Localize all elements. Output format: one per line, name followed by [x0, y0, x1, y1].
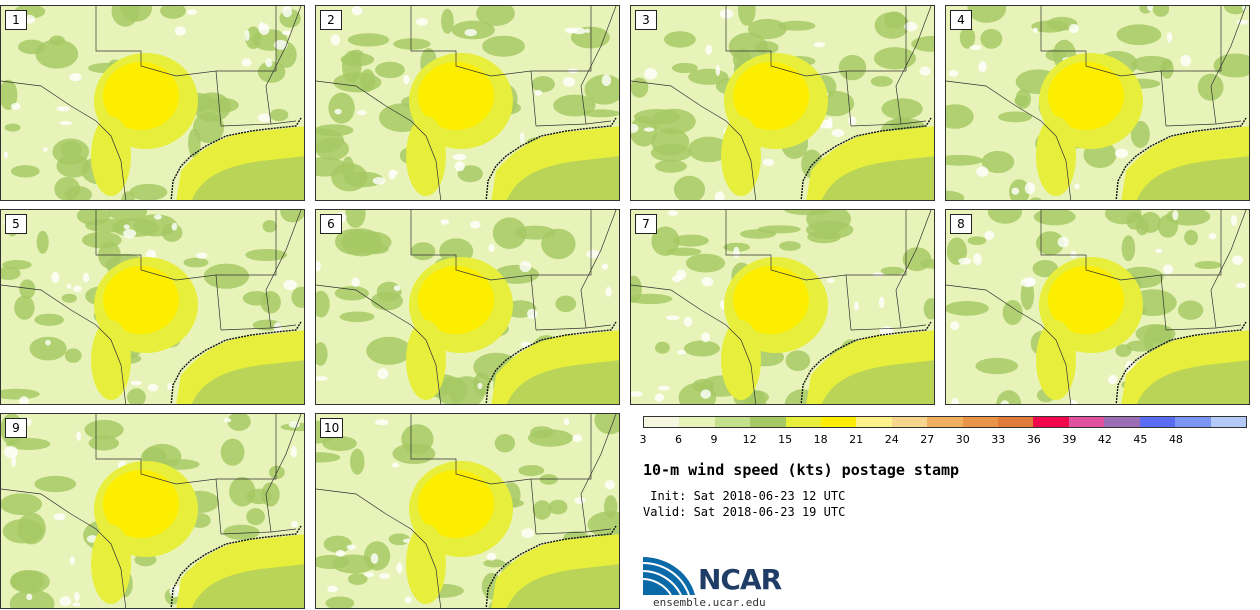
- color-scale-tick: 30: [955, 433, 970, 446]
- color-scale-tick: 45: [1133, 433, 1148, 446]
- ncar-logo-text: NCAR: [698, 563, 782, 596]
- wind-speed-map: [1, 6, 304, 200]
- color-scale-tick: 3: [639, 433, 647, 446]
- color-scale-segment: [644, 417, 680, 427]
- color-scale-tick: 48: [1168, 433, 1183, 446]
- wind-speed-map: [1, 414, 304, 608]
- color-scale-tick: 18: [813, 433, 828, 446]
- color-scale-segment: [1210, 417, 1246, 427]
- member-number-label: 8: [950, 214, 972, 234]
- color-scale-ticks: 3 6 9 12 15 18 21 24 27 30 33 36 39 42 45 48: [639, 433, 1247, 447]
- ensemble-member-map[interactable]: 4: [945, 5, 1250, 201]
- color-scale-segment: [998, 417, 1034, 427]
- ensemble-member-map[interactable]: 7: [630, 209, 935, 405]
- ensemble-member-map[interactable]: 3: [630, 5, 935, 201]
- color-scale-segment: [750, 417, 786, 427]
- color-scale-segment: [1175, 417, 1211, 427]
- color-scale-segment: [891, 417, 928, 427]
- color-scale-tick: 42: [1097, 433, 1112, 446]
- ensemble-member-map[interactable]: 8: [945, 209, 1250, 405]
- color-scale-segment: [785, 417, 822, 427]
- member-number-label: 2: [320, 10, 342, 30]
- color-scale-segment: [714, 417, 751, 427]
- site-url[interactable]: ensemble.ucar.edu: [653, 596, 766, 609]
- color-scale-tick: 33: [991, 433, 1006, 446]
- color-scale-tick: 21: [849, 433, 864, 446]
- color-scale-segment: [821, 417, 857, 427]
- member-number-label: 7: [635, 214, 657, 234]
- wind-speed-map: [316, 210, 619, 404]
- member-number-label: 3: [635, 10, 657, 30]
- color-scale-tick: 27: [920, 433, 935, 446]
- color-scale-segment: [1139, 417, 1176, 427]
- color-scale-tick: 6: [675, 433, 683, 446]
- ncar-logo-icon[interactable]: [643, 555, 793, 595]
- member-number-label: 5: [5, 214, 27, 234]
- color-scale-segment: [927, 417, 963, 427]
- wind-speed-map: [946, 210, 1249, 404]
- color-scale-tick: 36: [1026, 433, 1041, 446]
- wind-speed-map: [316, 414, 619, 608]
- ensemble-member-map[interactable]: 10: [315, 413, 620, 609]
- ensemble-member-map[interactable]: 5: [0, 209, 305, 405]
- color-scale-bar: [643, 416, 1247, 428]
- wind-speed-map: [1, 210, 304, 404]
- color-scale-tick: 9: [710, 433, 718, 446]
- plot-title: 10-m wind speed (kts) postage stamp: [643, 461, 960, 479]
- valid-time: Valid: Sat 2018-06-23 19 UTC: [643, 505, 846, 519]
- ensemble-member-map[interactable]: 6: [315, 209, 620, 405]
- ensemble-member-map[interactable]: 2: [315, 5, 620, 201]
- member-number-label: 9: [5, 418, 27, 438]
- ensemble-member-map[interactable]: 9: [0, 413, 305, 609]
- color-scale-segment: [1104, 417, 1140, 427]
- color-scale-tick: 39: [1062, 433, 1077, 446]
- init-time: Init: Sat 2018-06-23 12 UTC: [643, 489, 846, 503]
- member-number-label: 10: [320, 418, 344, 438]
- wind-speed-map: [631, 6, 934, 200]
- member-number-label: 6: [320, 214, 342, 234]
- color-scale-segment: [1033, 417, 1069, 427]
- member-number-label: 4: [950, 10, 972, 30]
- member-number-label: 1: [5, 10, 27, 30]
- color-scale-tick: 12: [742, 433, 757, 446]
- wind-speed-map: [631, 210, 934, 404]
- color-scale-segment: [962, 417, 999, 427]
- color-scale-tick: 15: [778, 433, 793, 446]
- wind-speed-map: [316, 6, 619, 200]
- ensemble-member-map[interactable]: 1: [0, 5, 305, 201]
- wind-speed-map: [946, 6, 1249, 200]
- color-scale-segment: [856, 417, 892, 427]
- color-scale-segment: [679, 417, 715, 427]
- color-scale-segment: [1068, 417, 1105, 427]
- color-scale-tick: 24: [884, 433, 899, 446]
